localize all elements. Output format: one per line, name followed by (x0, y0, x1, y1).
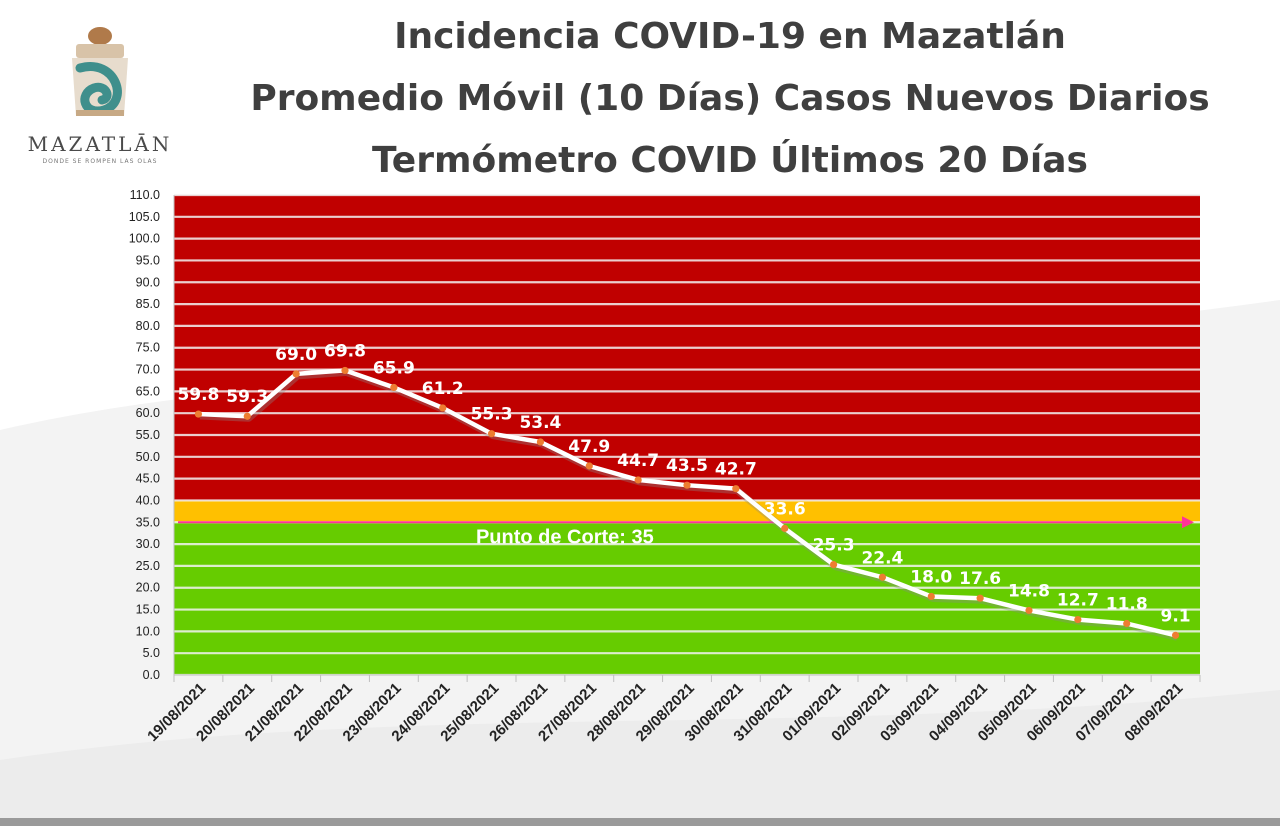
data-point (1171, 631, 1180, 639)
data-point (439, 404, 447, 412)
y-tick-label: 85.0 (136, 297, 160, 311)
cut-arrow-icon (1182, 516, 1194, 529)
logo-tagline: DONDE SE ROMPEN LAS OLAS (42, 158, 158, 165)
zone-yellow (174, 500, 1200, 523)
y-tick-label: 20.0 (136, 581, 160, 595)
data-point (243, 412, 251, 420)
y-tick-label: 70.0 (136, 363, 160, 377)
data-label: 55.3 (471, 405, 513, 425)
data-point (781, 524, 789, 532)
y-tick-label: 60.0 (136, 406, 160, 420)
y-tick-label: 110.0 (130, 188, 160, 202)
data-point (683, 481, 691, 489)
cut-point-label: Punto de Corte: 35 (476, 526, 654, 548)
title-line-1: Incidencia COVID-19 en Mazatlán (394, 16, 1066, 57)
title-line-3: Termómetro COVID Últimos 20 Días (372, 140, 1088, 181)
y-tick-label: 0.0 (143, 668, 160, 682)
y-tick-label: 25.0 (136, 559, 160, 573)
data-point (194, 410, 203, 418)
data-point (536, 438, 545, 446)
y-tick-label: 5.0 (143, 646, 160, 660)
wave-emblem-icon (72, 27, 128, 116)
data-label: 53.4 (519, 413, 561, 433)
data-point (976, 594, 984, 602)
y-tick-label: 50.0 (136, 450, 160, 464)
data-point (927, 592, 935, 601)
data-point (341, 366, 349, 375)
data-label: 47.9 (568, 437, 610, 457)
data-label: 44.7 (617, 451, 659, 471)
y-tick-label: 40.0 (136, 493, 160, 507)
data-label: 65.9 (373, 358, 415, 378)
data-label: 69.8 (324, 341, 366, 361)
y-tick-label: 100.0 (129, 232, 160, 246)
data-label: 33.6 (764, 499, 806, 519)
y-tick-label: 95.0 (136, 253, 160, 267)
zone-green (174, 522, 1200, 675)
data-label: 59.8 (177, 385, 219, 405)
data-label: 25.3 (813, 536, 855, 556)
y-tick-label: 105.0 (129, 210, 160, 224)
data-label: 69.0 (275, 345, 317, 365)
data-point (585, 462, 593, 470)
data-label: 61.2 (422, 379, 464, 399)
data-point (1025, 606, 1033, 615)
y-tick-label: 55.0 (136, 428, 160, 442)
y-tick-label: 35.0 (136, 515, 160, 529)
y-tick-label: 15.0 (136, 603, 160, 617)
y-tick-label: 90.0 (136, 275, 160, 289)
logo-wordmark: MAZATLĀN (27, 132, 173, 156)
title-line-2: Promedio Móvil (10 Días) Casos Nuevos Di… (250, 78, 1210, 119)
data-point (878, 573, 887, 581)
y-tick-label: 45.0 (136, 472, 160, 486)
y-tick-label: 30.0 (136, 537, 160, 551)
data-point (732, 485, 740, 493)
data-point (634, 476, 642, 484)
data-point (487, 430, 496, 438)
data-label: 22.4 (861, 548, 903, 568)
data-label: 17.6 (959, 569, 1001, 589)
chart-title: Incidencia COVID-19 en Mazatlán Promedio… (240, 6, 1220, 192)
bottom-border (0, 818, 1280, 826)
data-label: 14.8 (1008, 581, 1050, 601)
data-label: 42.7 (715, 460, 757, 480)
data-label: 12.7 (1057, 591, 1099, 611)
mazatlan-logo: MAZATLĀN DONDE SE ROMPEN LAS OLAS (20, 14, 180, 174)
data-point (1074, 615, 1082, 624)
data-point (390, 383, 398, 392)
y-tick-label: 10.0 (136, 624, 160, 638)
data-label: 43.5 (666, 456, 708, 476)
data-label: 11.8 (1106, 595, 1148, 615)
y-tick-label: 75.0 (136, 341, 160, 355)
y-tick-label: 65.0 (136, 384, 160, 398)
data-label: 9.1 (1161, 606, 1191, 626)
data-point (292, 370, 300, 378)
data-label: 59.3 (226, 387, 268, 407)
data-point (1123, 619, 1131, 628)
data-label: 18.0 (910, 567, 952, 587)
y-tick-label: 80.0 (136, 319, 160, 333)
data-point (829, 561, 838, 569)
